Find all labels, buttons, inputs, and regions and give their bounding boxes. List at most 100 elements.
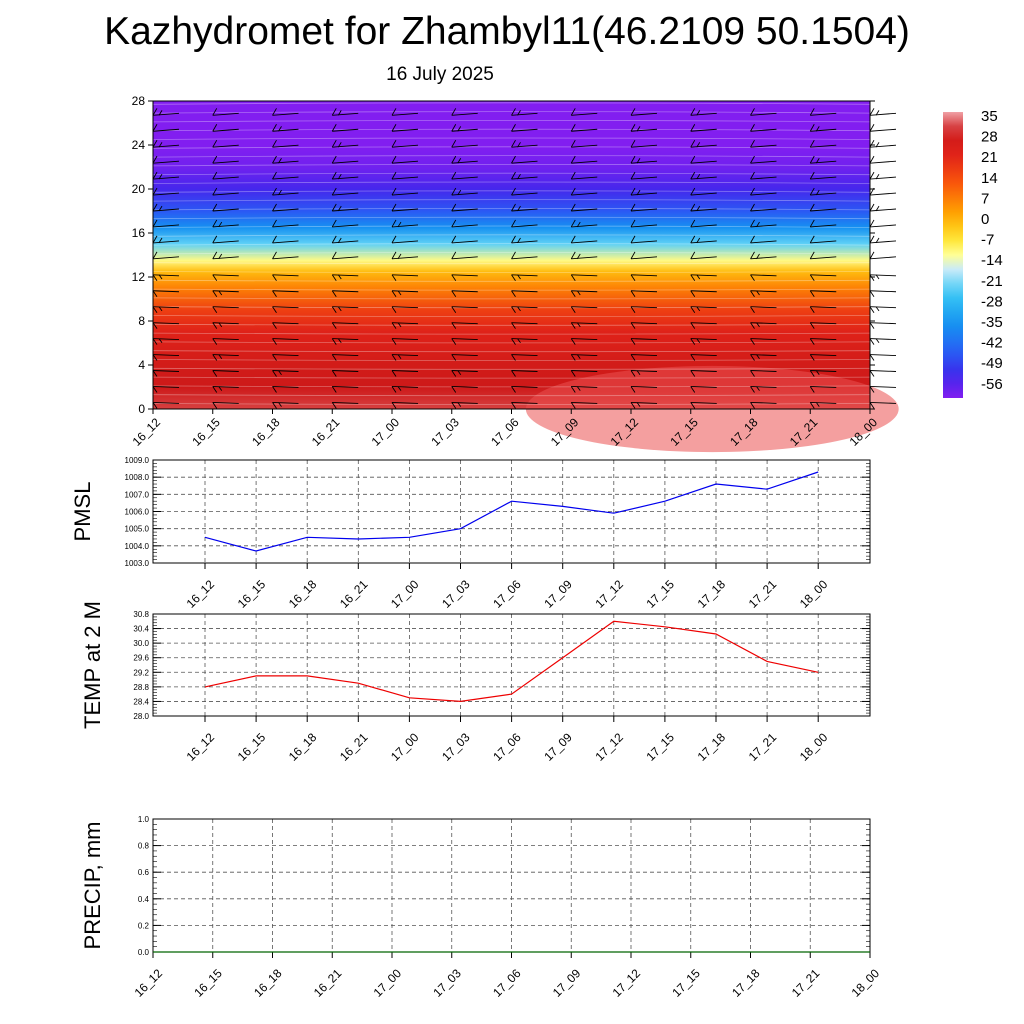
x-tick-label: 17_18 bbox=[695, 577, 729, 611]
y-tick-label: 1009.0 bbox=[125, 456, 150, 465]
wind-barb bbox=[750, 187, 777, 196]
wind-barb bbox=[272, 187, 299, 196]
wind-barb bbox=[869, 274, 897, 282]
x-tick-label: 18_00 bbox=[797, 577, 831, 611]
x-tick-label: 16_15 bbox=[189, 415, 223, 449]
x-tick-label: 17_18 bbox=[695, 730, 729, 764]
wind-barb bbox=[630, 370, 658, 377]
wind-barb bbox=[272, 251, 299, 260]
y-tick-label: 1.0 bbox=[138, 815, 150, 824]
wind-barb bbox=[570, 386, 598, 393]
colorbar-label: 7 bbox=[981, 190, 989, 207]
wind-barb bbox=[331, 235, 359, 244]
wind-barb bbox=[212, 306, 239, 313]
wind-barb bbox=[451, 203, 478, 212]
wind-barb bbox=[272, 401, 299, 409]
wind-barb bbox=[272, 171, 299, 180]
wind-barb bbox=[630, 386, 658, 393]
wind-barb bbox=[212, 155, 239, 164]
wind-barb bbox=[869, 155, 897, 164]
wind-barb bbox=[331, 306, 359, 313]
x-tick-label: 17_06 bbox=[490, 730, 524, 764]
wind-barb bbox=[391, 354, 419, 361]
wind-barb bbox=[869, 139, 897, 148]
wind-barb bbox=[511, 235, 538, 244]
panel-precip-mm: 0.0 0.2 0.4 0.6 0.8 1.0 16_12 16_15 16_18 16_21 17… bbox=[80, 815, 882, 1000]
colorbar-label: -21 bbox=[981, 273, 1003, 290]
wind-barb bbox=[690, 274, 717, 282]
wind-barb bbox=[630, 203, 658, 212]
contour-line bbox=[152, 252, 871, 255]
wind-barb bbox=[690, 370, 717, 377]
contour-line bbox=[152, 350, 871, 353]
wind-barb bbox=[511, 370, 538, 377]
x-tick-label: 17_06 bbox=[490, 577, 524, 611]
wind-barb bbox=[570, 139, 598, 148]
wind-barb bbox=[212, 187, 239, 196]
contour-line bbox=[152, 164, 871, 167]
wind-barb bbox=[152, 155, 180, 164]
wind-barb bbox=[570, 306, 598, 313]
wind-barb bbox=[331, 322, 359, 329]
wind-barb bbox=[152, 203, 180, 212]
y-tick-label: 24 bbox=[132, 138, 146, 152]
x-tick-label: 16_12 bbox=[132, 966, 166, 1000]
wind-barb bbox=[630, 354, 658, 361]
wind-barb bbox=[630, 290, 658, 297]
chart-subtitle: 16 July 2025 bbox=[386, 64, 494, 85]
wind-barb bbox=[869, 124, 897, 132]
wind-barb bbox=[750, 338, 777, 345]
y-tick-label: 16 bbox=[132, 226, 146, 240]
y-tick-label: 1006.0 bbox=[125, 508, 150, 517]
contour-line bbox=[152, 341, 871, 344]
y-tick-label: 29.6 bbox=[133, 654, 149, 663]
x-tick-label: 17_18 bbox=[729, 966, 763, 1000]
x-tick-label: 16_21 bbox=[311, 966, 345, 1000]
wind-barb bbox=[690, 401, 717, 409]
colorbar-label: -7 bbox=[981, 232, 994, 249]
wind-barb bbox=[212, 370, 239, 377]
wind-barb bbox=[451, 155, 478, 164]
x-tick-label: 16_12 bbox=[184, 577, 218, 611]
wind-barb bbox=[750, 386, 777, 393]
wind-barb bbox=[331, 290, 359, 297]
wind-barb bbox=[750, 354, 777, 361]
y-tick-label: 0.0 bbox=[138, 948, 150, 957]
wind-barb bbox=[809, 306, 837, 313]
x-tick-label: 17_03 bbox=[439, 577, 473, 611]
wind-barb bbox=[690, 108, 717, 116]
wind-barb bbox=[809, 124, 837, 132]
wind-barb bbox=[331, 274, 359, 282]
wind-barb bbox=[750, 171, 777, 180]
wind-barb bbox=[809, 401, 837, 409]
y-tick-label: 1003.0 bbox=[125, 559, 150, 568]
wind-barb bbox=[391, 274, 419, 282]
wind-barb bbox=[272, 203, 299, 212]
wind-barb bbox=[750, 322, 777, 329]
wind-barb bbox=[212, 139, 239, 148]
colorbar-label: -49 bbox=[981, 355, 1003, 372]
wind-barb bbox=[690, 322, 717, 329]
x-tick-label: 17_09 bbox=[541, 730, 575, 764]
wind-barbs bbox=[152, 108, 897, 409]
wind-barb bbox=[511, 155, 538, 164]
wind-barb bbox=[272, 235, 299, 244]
wind-barb bbox=[869, 171, 897, 180]
wind-barb bbox=[809, 171, 837, 180]
wind-barb bbox=[869, 370, 897, 377]
wind-barb bbox=[451, 322, 478, 329]
wind-barb bbox=[511, 251, 538, 260]
x-tick-label: 17_12 bbox=[610, 966, 644, 1000]
y-tick-label: 29.2 bbox=[133, 668, 149, 677]
wind-barb bbox=[570, 219, 598, 228]
wind-barb bbox=[212, 203, 239, 212]
x-tick-label: 16_21 bbox=[337, 577, 371, 611]
x-tick-label: 17_15 bbox=[669, 966, 703, 1000]
contour-line bbox=[152, 137, 871, 140]
y-tick-label: 28.4 bbox=[133, 697, 149, 706]
contour-line bbox=[152, 288, 871, 291]
wind-barb bbox=[630, 322, 658, 329]
wind-barb bbox=[570, 370, 598, 377]
wind-barb bbox=[272, 322, 299, 329]
wind-barb bbox=[511, 274, 538, 282]
